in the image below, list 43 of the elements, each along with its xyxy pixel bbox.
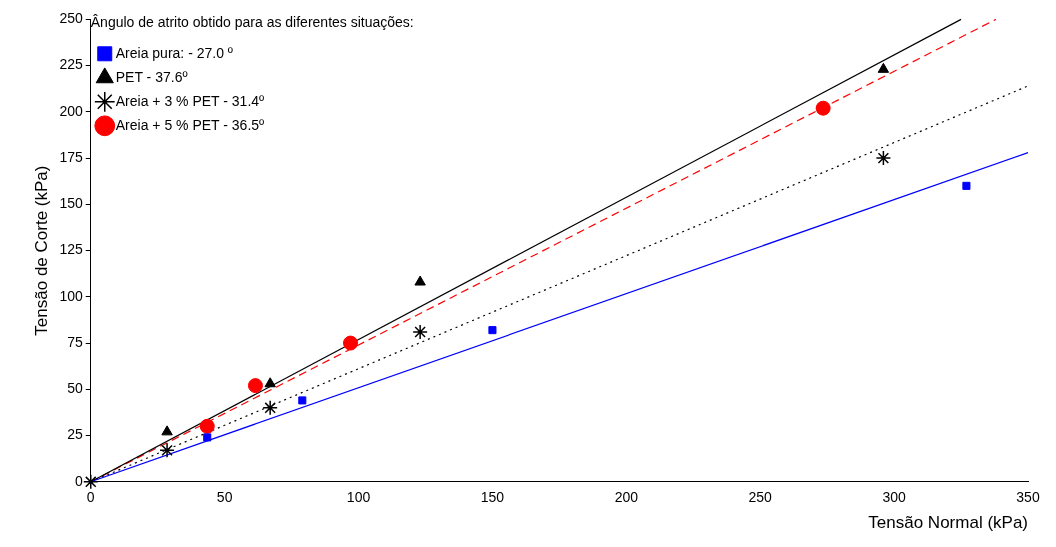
x-tick-label: 0 (86, 489, 95, 506)
point (247, 378, 263, 394)
legend-label: Areia + 3 % PET - 31.4º (115, 92, 265, 109)
y-axis-title: Tensão de Corte (kPa) (31, 165, 51, 336)
point (815, 100, 831, 116)
y-tick-label: 75 (67, 333, 83, 350)
point (264, 377, 276, 388)
point (962, 181, 971, 190)
point (298, 396, 307, 405)
y-tick-label: 50 (67, 380, 83, 397)
y-tick-label: 225 (59, 56, 83, 73)
x-tick-label: 100 (346, 489, 371, 506)
y-tick-label: 175 (59, 148, 83, 165)
y-tick-label: 200 (59, 102, 83, 119)
point (203, 433, 212, 442)
point (488, 326, 497, 335)
y-tick-label: 150 (59, 195, 83, 212)
point (159, 442, 175, 459)
point (199, 418, 215, 434)
x-tick-label: 300 (882, 489, 906, 506)
x-tick-label: 350 (1016, 489, 1040, 506)
legend-label: Areia + 5 % PET - 36.5º (115, 116, 265, 133)
x-tick-label: 250 (748, 489, 773, 506)
point (875, 150, 892, 166)
legend-label: Areia pura: - 27.0 º (115, 44, 233, 61)
point (343, 335, 359, 351)
point (161, 425, 173, 436)
x-axis-title: Tensão Normal (kPa) (868, 513, 1028, 533)
x-tick-label: 200 (614, 489, 639, 506)
point (414, 275, 426, 286)
legend-title: Ângulo de atrito obtido para as diferentes situações: (90, 13, 414, 30)
point (83, 474, 99, 490)
legend-label: PET - 37.6º (115, 68, 188, 85)
y-tick-label: 0 (74, 472, 83, 489)
y-tick-label: 100 (59, 287, 83, 304)
y-tick-label: 25 (67, 426, 83, 443)
y-tick-label: 125 (59, 241, 83, 258)
y-tick-label: 250 (59, 10, 83, 27)
point (412, 324, 428, 340)
x-tick-label: 150 (480, 489, 505, 506)
x-tick-label: 50 (216, 489, 233, 506)
point (877, 62, 890, 73)
point (262, 400, 278, 416)
